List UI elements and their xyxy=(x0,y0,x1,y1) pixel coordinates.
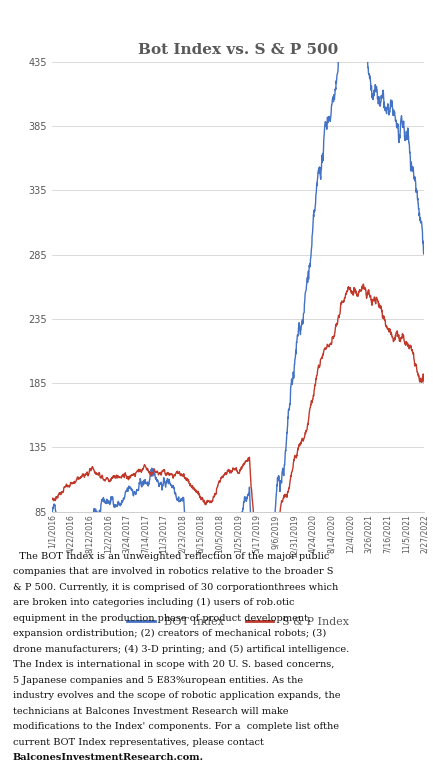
Text: The Index is international in scope with 20 U. S. based concerns,: The Index is international in scope with… xyxy=(13,660,334,670)
Text: equipment in the production phase of product development,: equipment in the production phase of pro… xyxy=(13,614,311,623)
Text: companies that are involved in robotics relative to the broader S: companies that are involved in robotics … xyxy=(13,567,333,577)
Legend: BOT Index, S & P Index: BOT Index, S & P Index xyxy=(123,613,354,632)
Text: technicians at Balcones Investment Research will make: technicians at Balcones Investment Resea… xyxy=(13,707,288,716)
Text: expansion ordistribution; (2) creators of mechanical robots; (3): expansion ordistribution; (2) creators o… xyxy=(13,629,326,639)
Text: modifications to the Index' components. For a  complete list ofthe: modifications to the Index' components. … xyxy=(13,722,339,732)
Text: 5 Japanese companies and 5 E83%uropean entities. As the: 5 Japanese companies and 5 E83%uropean e… xyxy=(13,676,303,685)
Text: drone manufacturers; (4) 3-D printing; and (5) artifical intelligence.: drone manufacturers; (4) 3-D printing; a… xyxy=(13,645,349,654)
Text: are broken into categories including (1) users of rob.otic: are broken into categories including (1)… xyxy=(13,598,294,608)
Text: industry evolves and the scope of robotic application expands, the: industry evolves and the scope of roboti… xyxy=(13,691,340,701)
Title: Bot Index vs. S & P 500: Bot Index vs. S & P 500 xyxy=(138,43,338,57)
Text: & P 500. Currently, it is comprised of 30 corporationthrees which: & P 500. Currently, it is comprised of 3… xyxy=(13,583,338,592)
Text: current BOT Index representatives, please contact: current BOT Index representatives, pleas… xyxy=(13,738,264,747)
Text: The BOT Index is an unweighted reflection of the major public: The BOT Index is an unweighted reflectio… xyxy=(13,552,330,561)
Text: BalconesInvestmentResearch.com.: BalconesInvestmentResearch.com. xyxy=(13,753,204,763)
